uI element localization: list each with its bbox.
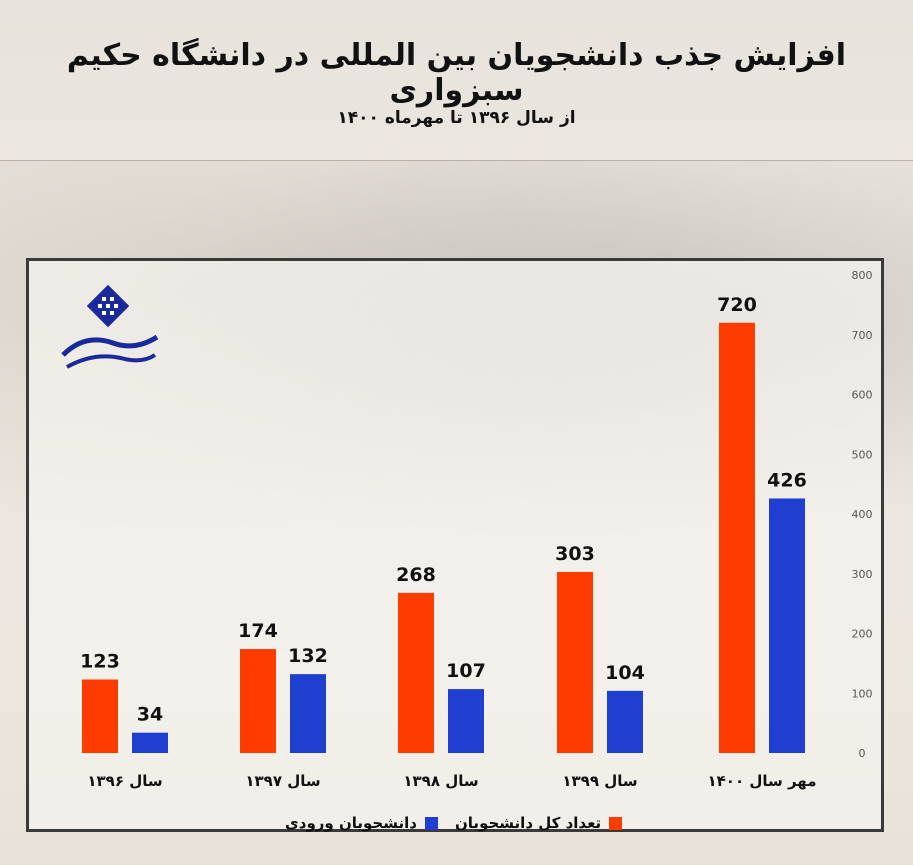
x-tick-label: سال ۱۳۹۶ [87,772,162,790]
y-tick-label: 100 [852,687,873,700]
data-label-total: 174 [238,620,278,642]
data-label-incoming: 107 [446,660,486,682]
data-label-total: 268 [396,564,436,586]
legend-label-total: تعداد کل دانشجویان [455,814,602,832]
data-label-total: 303 [555,543,595,565]
chart-title: افزایش جذب دانشجویان بین المللی در دانشگ… [66,38,847,108]
data-label-incoming: 426 [767,469,807,491]
bar-incoming [448,689,484,753]
x-tick-label: سال ۱۳۹۷ [245,772,320,790]
legend-item-incoming: دانشجویان ورودی [285,814,438,832]
bar-incoming [290,674,326,753]
y-tick-label: 0 [859,747,866,760]
data-label-incoming: 104 [605,662,645,684]
bar-total [719,322,755,753]
y-tick-label: 600 [852,389,873,402]
chart-subtitle: از سال ۱۳۹۶ تا مهرماه ۱۴۰۰ [337,108,576,128]
university-logo-icon [61,285,159,369]
y-tick-label: 200 [852,628,873,641]
bar-total [82,679,118,753]
x-tick-label: سال ۱۳۹۸ [403,772,478,790]
y-tick-label: 800 [852,269,873,282]
y-tick-label: 500 [852,448,873,461]
bar-incoming [769,498,805,753]
data-label-total: 123 [80,651,120,673]
legend-item-total: تعداد کل دانشجویان [455,814,623,832]
data-label-incoming: 132 [288,645,328,667]
data-label-total: 720 [717,294,757,316]
y-tick-label: 300 [852,568,873,581]
bar-total [240,649,276,753]
y-tick-label: 700 [852,329,873,342]
header-band [0,0,913,161]
bar-total [557,571,593,753]
legend-label-incoming: دانشجویان ورودی [285,814,417,832]
legend-swatch-total [609,816,623,830]
legend-swatch-incoming [424,816,438,830]
bar-total [398,592,434,753]
bar-incoming [132,732,168,753]
x-tick-label: مهر سال ۱۴۰۰ [708,772,817,790]
x-tick-label: سال ۱۳۹۹ [562,772,637,790]
data-label-incoming: 34 [137,704,163,726]
y-tick-label: 400 [852,508,873,521]
bar-incoming [607,690,643,753]
